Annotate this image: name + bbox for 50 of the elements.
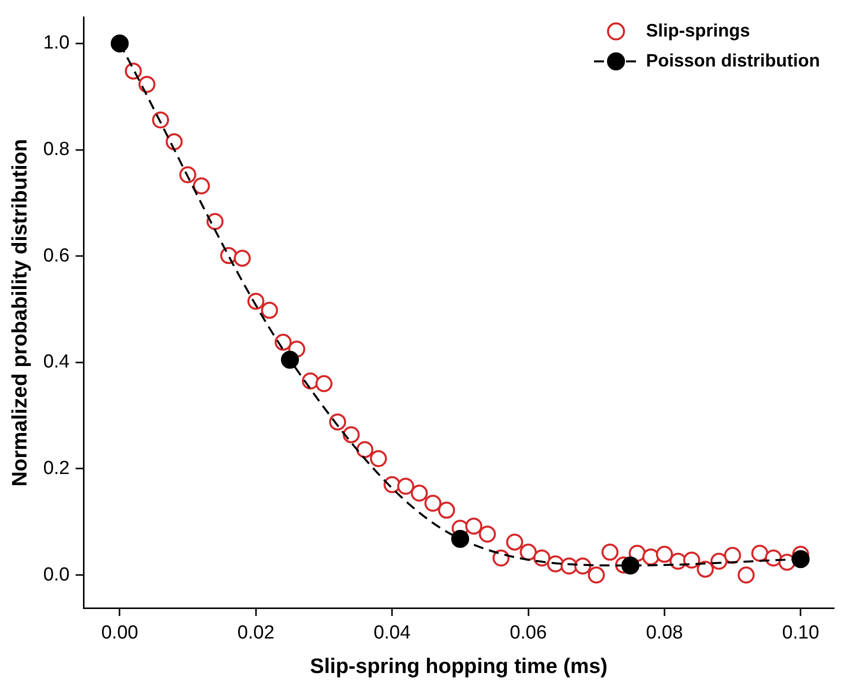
point bbox=[192, 177, 210, 194]
point bbox=[696, 560, 714, 578]
point bbox=[642, 548, 660, 566]
point bbox=[478, 526, 496, 543]
point bbox=[451, 530, 470, 548]
point bbox=[492, 550, 510, 567]
point bbox=[315, 375, 332, 392]
x-axis-title: Slip-spring hopping time (ms) bbox=[310, 655, 608, 678]
x-tick-label: 0.08 bbox=[646, 622, 683, 644]
point bbox=[410, 484, 428, 502]
point bbox=[234, 250, 251, 267]
point bbox=[520, 544, 537, 561]
point bbox=[506, 534, 524, 551]
point bbox=[261, 302, 278, 319]
point bbox=[124, 62, 142, 80]
point bbox=[588, 566, 605, 584]
point bbox=[751, 544, 768, 562]
point bbox=[724, 546, 742, 564]
point bbox=[166, 133, 183, 150]
point bbox=[110, 34, 129, 52]
point bbox=[280, 350, 299, 369]
point bbox=[206, 213, 224, 230]
point bbox=[356, 441, 374, 458]
point bbox=[342, 426, 360, 444]
point bbox=[738, 566, 755, 584]
point bbox=[138, 76, 156, 93]
y-tick-label: 1.0 bbox=[43, 32, 70, 54]
x-tick-label: 0.00 bbox=[101, 622, 138, 644]
point bbox=[601, 544, 618, 561]
point bbox=[792, 550, 810, 568]
legend-label: Poisson distribution bbox=[646, 50, 820, 70]
point bbox=[465, 518, 482, 535]
y-axis-title: Normalized probability distribution bbox=[8, 138, 32, 487]
point bbox=[370, 450, 387, 468]
x-tick-label: 0.04 bbox=[374, 622, 411, 644]
point bbox=[621, 556, 640, 574]
x-tick-label: 0.02 bbox=[237, 622, 274, 644]
legend-label: Slip-springs bbox=[646, 20, 750, 40]
y-tick-label: 0.2 bbox=[43, 458, 70, 479]
y-tick-label: 0.4 bbox=[43, 352, 70, 373]
point bbox=[424, 494, 442, 512]
x-tick-label: 0.06 bbox=[510, 622, 547, 644]
y-tick-label: 0.8 bbox=[43, 139, 70, 160]
point bbox=[438, 502, 456, 519]
point bbox=[683, 552, 700, 569]
point bbox=[656, 546, 673, 563]
y-tick-label: 0.6 bbox=[43, 245, 70, 266]
y-tick-label: 0.0 bbox=[43, 564, 70, 586]
point bbox=[397, 478, 414, 495]
x-tick-label: 0.10 bbox=[782, 622, 820, 644]
